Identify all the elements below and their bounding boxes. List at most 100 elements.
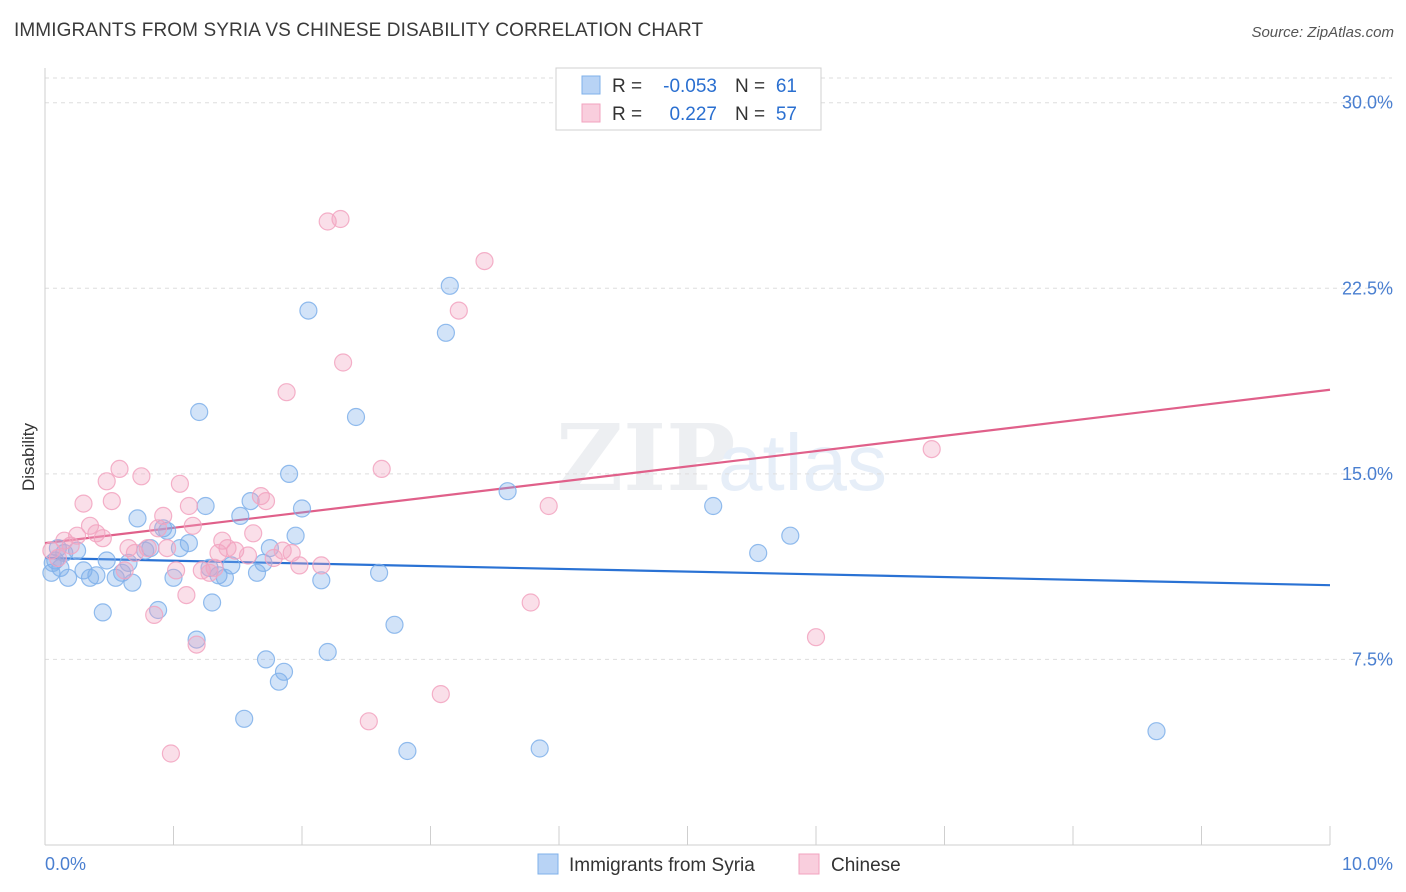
syria-point bbox=[370, 563, 389, 582]
syria-point bbox=[190, 402, 209, 422]
axes bbox=[44, 68, 1331, 846]
chinese-point bbox=[331, 209, 350, 229]
syria-point bbox=[58, 568, 78, 587]
syria-point bbox=[241, 492, 260, 511]
chinese-point bbox=[334, 353, 353, 372]
syria-point bbox=[1147, 722, 1166, 741]
series-legend: Immigrants from Syria Chinese bbox=[537, 853, 901, 876]
chinese-point bbox=[102, 492, 121, 511]
syria-point bbox=[87, 566, 106, 585]
legend-chinese-swatch bbox=[798, 853, 820, 875]
chinese-point bbox=[539, 496, 558, 516]
syria-point bbox=[346, 407, 366, 427]
chinese-point bbox=[359, 712, 378, 731]
syria-r-label: R = bbox=[612, 76, 642, 97]
chinese-point bbox=[183, 516, 202, 535]
chinese-point bbox=[138, 538, 157, 558]
chinese-point bbox=[110, 459, 129, 478]
syria-point bbox=[179, 533, 198, 553]
syria-point bbox=[530, 739, 549, 758]
syria-point bbox=[203, 593, 222, 612]
syria-legend-swatch bbox=[581, 75, 601, 95]
chinese-trend-line bbox=[44, 388, 1331, 545]
syria-point bbox=[128, 509, 147, 528]
syria-n-label: N = bbox=[735, 76, 765, 97]
chinese-n-value: 57 bbox=[776, 104, 797, 125]
syria-trend-line bbox=[44, 556, 1331, 587]
chinese-point bbox=[205, 558, 224, 578]
chinese-point bbox=[48, 548, 68, 568]
syria-point bbox=[749, 543, 768, 563]
watermark-atlas: atlas bbox=[718, 418, 887, 507]
chinese-point bbox=[449, 301, 468, 320]
syria-point bbox=[292, 499, 312, 518]
data-points bbox=[42, 209, 1166, 763]
syria-point bbox=[187, 630, 206, 649]
chinese-point bbox=[80, 516, 100, 535]
syria-n-value: 61 bbox=[776, 76, 797, 97]
chinese-legend-swatch bbox=[581, 103, 601, 123]
chinese-point bbox=[256, 492, 276, 511]
y-tick-label: 22.5% bbox=[1342, 278, 1393, 298]
chart-title: IMMIGRANTS FROM SYRIA VS CHINESE DISABIL… bbox=[14, 20, 704, 41]
syria-point bbox=[256, 650, 276, 669]
syria-point bbox=[235, 709, 254, 728]
stats-legend: R = -0.053 N = 61 R = 0.227 N = 57 bbox=[555, 67, 822, 131]
chinese-point bbox=[277, 383, 296, 402]
chinese-point bbox=[145, 605, 164, 625]
chinese-point bbox=[158, 538, 177, 558]
syria-point bbox=[398, 741, 417, 761]
chinese-point bbox=[167, 561, 186, 580]
chinese-point bbox=[431, 684, 450, 704]
chinese-point bbox=[200, 563, 219, 582]
syria-point bbox=[269, 672, 288, 691]
chinese-point bbox=[161, 744, 180, 763]
chinese-point bbox=[187, 635, 206, 654]
watermark-zip: ZIP bbox=[556, 404, 735, 512]
syria-point bbox=[440, 276, 459, 295]
chinese-point bbox=[132, 467, 151, 486]
syria-point bbox=[274, 662, 294, 681]
chinese-point bbox=[74, 494, 93, 513]
legend-syria-label: Immigrants from Syria bbox=[569, 855, 755, 876]
chinese-point bbox=[521, 593, 540, 612]
chinese-point bbox=[251, 487, 270, 506]
syria-point bbox=[247, 563, 267, 582]
source-label: Source: ZipAtlas.com bbox=[1251, 24, 1394, 41]
syria-point bbox=[93, 603, 112, 622]
syria-point bbox=[280, 464, 299, 483]
x-tick-label: 0.0% bbox=[45, 854, 86, 874]
chinese-point bbox=[170, 474, 189, 493]
chinese-point bbox=[238, 546, 258, 565]
chinese-point bbox=[922, 440, 941, 459]
syria-point bbox=[385, 615, 404, 634]
syria-r-value: -0.053 bbox=[663, 76, 717, 97]
chinese-r-value: 0.227 bbox=[669, 104, 717, 125]
legend-syria-swatch bbox=[537, 853, 559, 875]
y-tick-label: 15.0% bbox=[1342, 464, 1393, 484]
syria-point bbox=[312, 571, 331, 590]
chinese-point bbox=[154, 506, 173, 526]
syria-point bbox=[164, 568, 183, 587]
chinese-point bbox=[244, 524, 263, 543]
y-tick-label: 30.0% bbox=[1342, 93, 1393, 113]
syria-point bbox=[704, 496, 723, 516]
chinese-point bbox=[290, 556, 309, 575]
trend-lines bbox=[44, 388, 1331, 587]
chinese-point bbox=[372, 459, 391, 478]
syria-point bbox=[286, 526, 305, 545]
legend-chinese-label: Chinese bbox=[831, 855, 901, 876]
chinese-n-label: N = bbox=[735, 104, 765, 125]
syria-point bbox=[299, 301, 318, 320]
syria-point bbox=[196, 496, 215, 516]
syria-point bbox=[231, 506, 250, 526]
chinese-point bbox=[115, 561, 134, 580]
chinese-point bbox=[179, 496, 198, 516]
chinese-point bbox=[806, 628, 826, 647]
y-axis-label: Disability bbox=[19, 422, 38, 491]
syria-point bbox=[436, 323, 455, 342]
x-tick-label: 10.0% bbox=[1342, 854, 1393, 874]
chinese-point bbox=[312, 556, 331, 575]
chinese-point bbox=[42, 541, 61, 560]
